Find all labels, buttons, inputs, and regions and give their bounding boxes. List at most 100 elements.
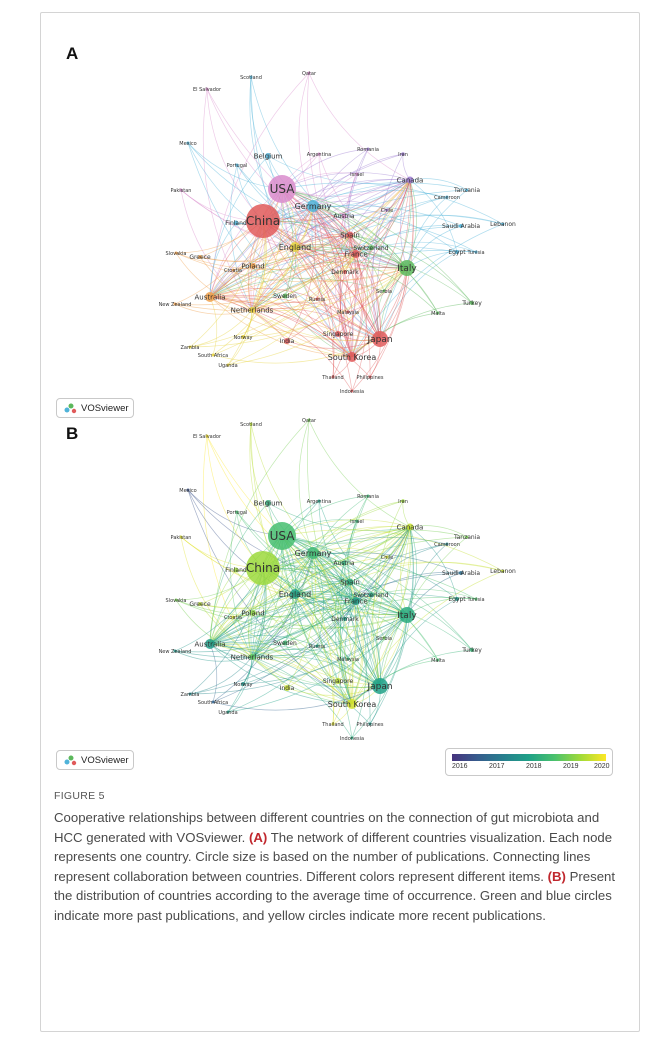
node-switzerland xyxy=(368,592,374,598)
link-netherlands xyxy=(251,179,411,311)
link-norway xyxy=(242,253,357,338)
node-qatar xyxy=(307,418,311,422)
link-chile xyxy=(371,556,388,687)
link-netherlands xyxy=(251,253,357,311)
label-egypt: Egypt xyxy=(448,596,466,603)
link-thailand xyxy=(281,188,335,378)
link-canada xyxy=(281,172,411,190)
link-indonesia xyxy=(351,600,367,739)
link-serbia xyxy=(312,205,385,292)
node-sweden xyxy=(282,640,288,646)
node-egypt xyxy=(455,250,459,254)
link-france xyxy=(294,591,357,602)
link-south-korea xyxy=(251,309,353,358)
link-india xyxy=(286,685,381,696)
label-tanzania: Tanzania xyxy=(453,534,480,541)
link-south-africa xyxy=(212,205,314,356)
link-england xyxy=(294,593,408,618)
legend-tick: 2018 xyxy=(526,763,542,770)
label-japan: Japan xyxy=(366,682,392,692)
link-philippines xyxy=(312,552,371,725)
link-greece xyxy=(199,581,351,610)
link-south-africa xyxy=(212,552,314,703)
link-australia xyxy=(209,614,408,651)
link-japan xyxy=(281,188,381,340)
panel-b-label: B xyxy=(66,424,79,443)
link-indonesia xyxy=(251,656,353,739)
link-usa xyxy=(281,188,353,358)
node-serbia xyxy=(382,636,386,640)
link-chile xyxy=(209,556,388,645)
label-el-salvador: El Salvador xyxy=(193,434,222,440)
link-netherlands xyxy=(251,267,408,312)
link-italy xyxy=(251,266,408,311)
node-singapore xyxy=(335,678,341,684)
node-australia xyxy=(205,639,215,649)
link-denmark xyxy=(340,271,353,358)
link-italy xyxy=(209,608,408,645)
node-france xyxy=(352,250,360,258)
link-el-salvador xyxy=(202,88,253,311)
link-germany xyxy=(312,205,357,255)
node-japan xyxy=(372,678,388,694)
link-cameroon xyxy=(251,543,448,658)
link-south-africa xyxy=(212,338,381,364)
link-japan xyxy=(349,581,381,687)
node-romania xyxy=(366,147,370,151)
node-slovakia xyxy=(174,598,178,602)
node-romania xyxy=(366,494,370,498)
link-turkey xyxy=(351,302,473,358)
link-germany xyxy=(312,552,381,687)
link-south-africa xyxy=(212,179,411,356)
node-malta xyxy=(436,311,440,315)
label-italy: Italy xyxy=(397,264,417,274)
link-new-zealand xyxy=(174,614,408,659)
link-singapore xyxy=(209,296,339,335)
node-lebanon xyxy=(501,222,505,226)
link-indonesia xyxy=(262,567,353,739)
link-zambia xyxy=(189,614,408,695)
link-italy xyxy=(312,205,408,269)
link-japan xyxy=(355,600,381,687)
label-austria: Austria xyxy=(333,560,355,567)
label-south-africa: South Africa xyxy=(198,700,228,706)
label-malaysia: Malaysia xyxy=(337,657,359,663)
link-indonesia xyxy=(351,614,408,739)
node-tanzania xyxy=(465,188,469,192)
link-canada xyxy=(355,526,411,602)
link-netherlands xyxy=(251,246,296,311)
link-iran xyxy=(209,153,404,298)
link-spain xyxy=(349,179,411,236)
link-scotland xyxy=(249,423,296,595)
node-croatia xyxy=(231,615,235,619)
node-france xyxy=(352,597,360,605)
link-england xyxy=(294,246,381,340)
node-philippines xyxy=(368,375,372,379)
link-south-korea xyxy=(351,526,411,705)
link-slovakia xyxy=(175,599,408,630)
link-saudi-arabia xyxy=(251,225,462,311)
node-switzerland xyxy=(368,245,374,251)
link-canada xyxy=(251,526,411,658)
label-spain: Spain xyxy=(340,231,360,239)
link-netherlands xyxy=(251,526,411,658)
link-norway xyxy=(242,600,357,685)
link-india xyxy=(286,526,411,689)
link-malta xyxy=(351,312,439,358)
link-norway xyxy=(242,267,408,338)
link-malta xyxy=(281,535,439,661)
link-zambia xyxy=(189,567,264,695)
label-indonesia: Indonesia xyxy=(340,389,364,395)
link-tunisia xyxy=(251,250,477,311)
node-turkey xyxy=(470,648,474,652)
link-australia xyxy=(209,296,381,341)
link-tanzania xyxy=(209,536,468,645)
link-turkey xyxy=(349,581,473,651)
node-malaysia xyxy=(346,657,350,661)
link-canada xyxy=(209,526,411,645)
link-netherlands xyxy=(251,581,351,658)
link-iran xyxy=(372,153,404,340)
link-canada xyxy=(209,179,411,298)
label-norway: Norway xyxy=(234,335,253,341)
link-england xyxy=(251,246,296,311)
